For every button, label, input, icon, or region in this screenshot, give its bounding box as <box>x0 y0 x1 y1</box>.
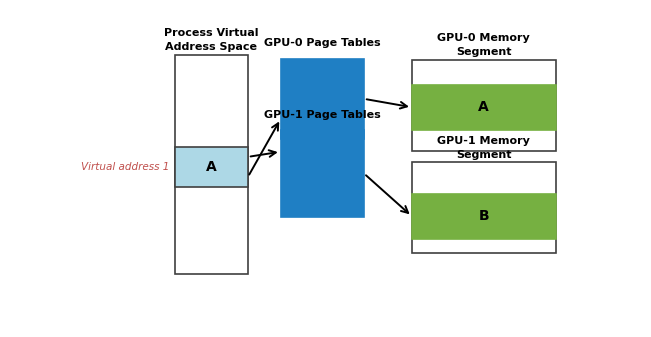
Text: Address Space: Address Space <box>165 42 257 52</box>
Text: Segment: Segment <box>456 150 512 160</box>
Text: GPU-0 Memory: GPU-0 Memory <box>437 33 530 43</box>
Text: A: A <box>206 160 217 174</box>
Bar <box>412 193 555 239</box>
Text: Virtual address 1: Virtual address 1 <box>81 162 170 172</box>
Text: Process Virtual: Process Virtual <box>164 28 258 38</box>
Bar <box>412 162 555 253</box>
Text: B: B <box>478 209 489 223</box>
Text: GPU-0 Page Tables: GPU-0 Page Tables <box>264 38 381 48</box>
Bar <box>281 130 364 217</box>
Bar <box>412 85 555 130</box>
Bar <box>174 55 248 274</box>
Text: Segment: Segment <box>456 47 512 57</box>
Bar <box>174 147 248 187</box>
Text: A: A <box>478 100 489 114</box>
Text: GPU-1 Page Tables: GPU-1 Page Tables <box>264 110 381 120</box>
Bar <box>281 59 364 139</box>
Text: GPU-1 Memory: GPU-1 Memory <box>437 135 530 146</box>
Bar <box>412 60 555 151</box>
